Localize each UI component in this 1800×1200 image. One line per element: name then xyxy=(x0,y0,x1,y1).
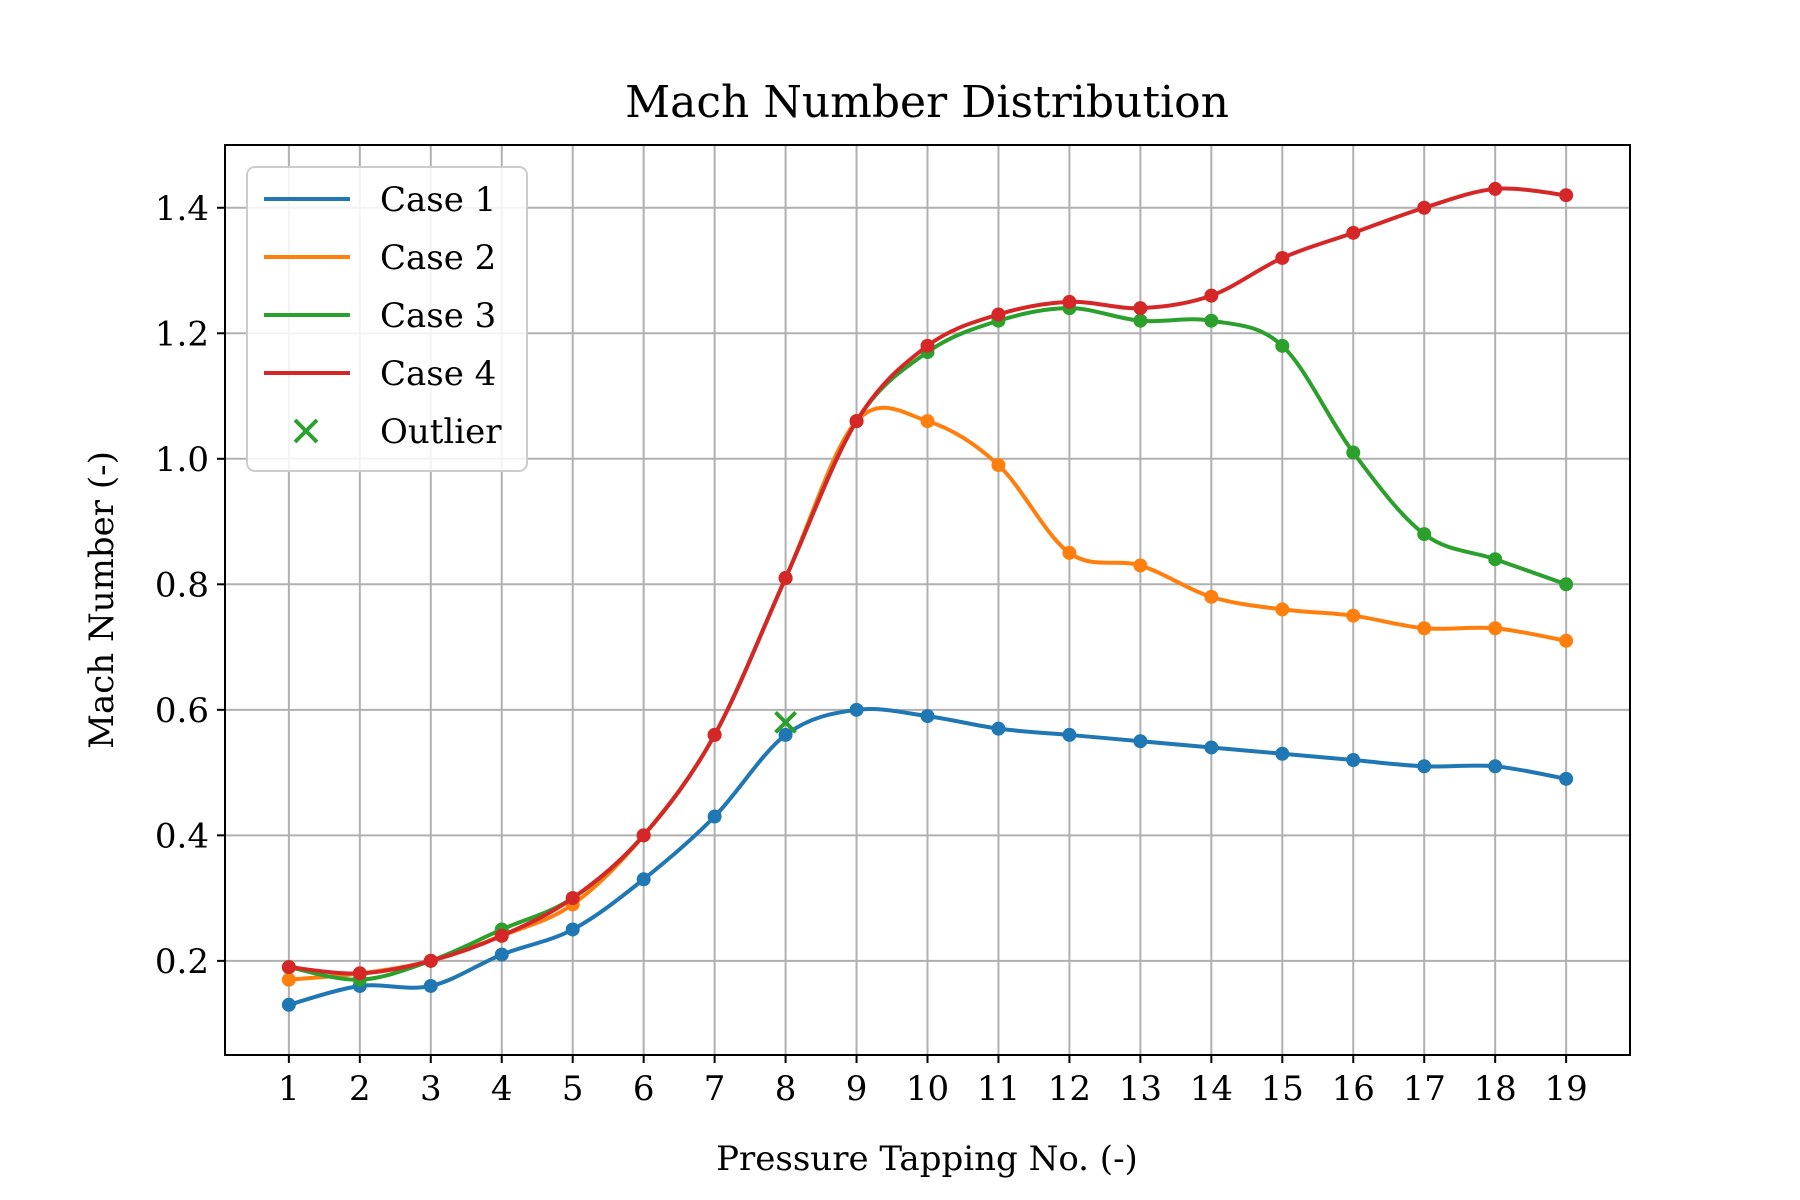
case-1-point xyxy=(707,809,722,824)
case-2-point xyxy=(1559,633,1574,648)
x-tick-label: 19 xyxy=(1545,1069,1588,1109)
case-1-point xyxy=(778,727,793,742)
legend-label: Outlier xyxy=(380,412,502,452)
x-tick-label: 9 xyxy=(846,1069,868,1109)
case-1-point xyxy=(1488,759,1503,774)
legend-box xyxy=(246,166,528,472)
y-tick-label: 0.8 xyxy=(155,565,209,605)
case-2-point xyxy=(1417,621,1432,636)
case-4-point xyxy=(920,338,935,353)
case-4-point xyxy=(565,891,580,906)
case-1-point xyxy=(565,922,580,937)
legend-label: Case 2 xyxy=(380,238,496,278)
case-4-point xyxy=(281,960,296,975)
case-3-point xyxy=(1275,338,1290,353)
case-3-point xyxy=(1204,313,1219,328)
y-tick-label: 0.4 xyxy=(155,816,209,856)
case-1-point xyxy=(1062,727,1077,742)
plot-area xyxy=(281,181,1574,1012)
x-tick-label: 11 xyxy=(977,1069,1020,1109)
case-1-point xyxy=(1133,734,1148,749)
legend-label: Case 4 xyxy=(380,354,496,394)
case-2-point xyxy=(991,458,1006,473)
case-3-point xyxy=(1417,527,1432,542)
y-tick-label: 0.6 xyxy=(155,691,209,731)
legend: Case 1 Case 2 Case 3 Case 4 Outlier xyxy=(246,166,528,472)
y-axis-label: Mach Number (-) xyxy=(82,451,122,749)
y-tick-label: 1.0 xyxy=(155,440,209,480)
outlier-marker-stroke xyxy=(774,710,797,734)
case-4-point xyxy=(352,966,367,981)
case-4-point xyxy=(423,953,438,968)
case-4-point xyxy=(707,727,722,742)
case-4-point xyxy=(778,571,793,586)
case-3-point xyxy=(1488,552,1503,567)
x-tick-label: 6 xyxy=(633,1069,655,1109)
axis-ticks: 1 2 3 4 5 6 7 8 9 10 11 12 13 14 15 16 17 18 190.20.40.60.… xyxy=(155,189,1588,1109)
chart-title: Mach Number Distribution xyxy=(625,77,1229,128)
case-1-point xyxy=(1417,759,1432,774)
case-4-point xyxy=(494,928,509,943)
x-tick-label: 14 xyxy=(1190,1069,1233,1109)
case-2-point xyxy=(1488,621,1503,636)
case-4-line xyxy=(288,186,1567,976)
case-1-point xyxy=(494,947,509,962)
y-tick-label: 0.2 xyxy=(155,942,209,982)
x-tick-label: 12 xyxy=(1048,1069,1091,1109)
case-3-point xyxy=(1559,577,1574,592)
case-2-point xyxy=(1275,602,1290,617)
case-2-point xyxy=(1133,558,1148,573)
case-1-point xyxy=(636,872,651,887)
x-tick-label: 7 xyxy=(704,1069,726,1109)
case-4-point xyxy=(636,828,651,843)
case-4-point xyxy=(1559,188,1574,203)
case-1-point xyxy=(423,978,438,993)
case-1-point xyxy=(849,702,864,717)
case-3-point xyxy=(1346,445,1361,460)
case-4-point xyxy=(1275,250,1290,265)
x-tick-label: 8 xyxy=(775,1069,797,1109)
x-tick-label: 16 xyxy=(1332,1069,1375,1109)
case-4-point xyxy=(1133,301,1148,316)
legend-label: Case 3 xyxy=(380,296,496,336)
case-4-point xyxy=(991,307,1006,322)
case-2-point xyxy=(281,972,296,987)
legend-swatch-outlier xyxy=(293,418,319,444)
case-1-point xyxy=(991,721,1006,736)
case-4-point xyxy=(1417,200,1432,215)
x-tick-label: 17 xyxy=(1403,1069,1446,1109)
case-1-point xyxy=(1275,746,1290,761)
y-tick-label: 1.4 xyxy=(155,189,209,229)
case-2-point xyxy=(1346,608,1361,623)
case-4-point xyxy=(1062,294,1077,309)
x-tick-label: 3 xyxy=(420,1069,442,1109)
case-2-point xyxy=(1204,589,1219,604)
case-1-point xyxy=(281,997,296,1012)
case-1-point xyxy=(1559,771,1574,786)
case-4-point xyxy=(1346,225,1361,240)
x-tick-label: 5 xyxy=(562,1069,584,1109)
case-4-point xyxy=(1488,181,1503,196)
case-1-point xyxy=(1204,740,1219,755)
x-tick-label: 10 xyxy=(906,1069,949,1109)
case-4-point xyxy=(1204,288,1219,303)
x-tick-label: 2 xyxy=(349,1069,371,1109)
case-4-point xyxy=(849,414,864,429)
case-3-point xyxy=(1133,313,1148,328)
x-tick-label: 4 xyxy=(491,1069,513,1109)
x-tick-label: 13 xyxy=(1119,1069,1162,1109)
x-tick-label: 18 xyxy=(1474,1069,1517,1109)
x-tick-label: 15 xyxy=(1261,1069,1304,1109)
case-1-point xyxy=(1346,753,1361,768)
x-axis-label: Pressure Tapping No. (-) xyxy=(716,1139,1138,1179)
case-2-point xyxy=(920,414,935,429)
case-1-point xyxy=(920,709,935,724)
outlier-marker xyxy=(774,710,797,734)
y-tick-label: 1.2 xyxy=(155,314,209,354)
x-tick-label: 1 xyxy=(278,1069,300,1109)
legend-label: Case 1 xyxy=(380,180,496,220)
case-2-point xyxy=(1062,545,1077,560)
